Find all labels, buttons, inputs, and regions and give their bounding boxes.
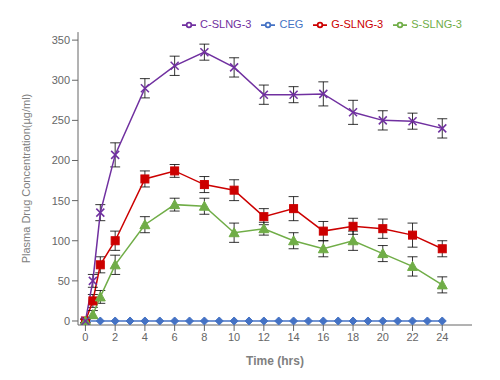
svg-text:10: 10 [228, 331, 240, 343]
svg-text:2: 2 [112, 331, 118, 343]
html-text:CEG: CEG [279, 18, 304, 30]
svg-text:12: 12 [258, 331, 270, 343]
svg-text:22: 22 [406, 331, 418, 343]
svg-text:6: 6 [172, 331, 178, 343]
svg-text:20: 20 [377, 331, 389, 343]
svg-text:100: 100 [52, 235, 70, 247]
svg-text:4: 4 [142, 331, 148, 343]
svg-text:Time (hrs): Time (hrs) [246, 354, 304, 368]
svg-text:24: 24 [436, 331, 448, 343]
html-text:S-SLNG-3: S-SLNG-3 [411, 18, 462, 30]
svg-text:250: 250 [52, 114, 70, 126]
svg-text:0: 0 [82, 331, 88, 343]
svg-text:8: 8 [201, 331, 207, 343]
svg-text:150: 150 [52, 195, 70, 207]
svg-text:0: 0 [64, 315, 70, 327]
html-text:G-SLNG-3: G-SLNG-3 [331, 18, 384, 30]
svg-text:200: 200 [52, 154, 70, 166]
svg-text:Plasma Drug Concentration(µg/m: Plasma Drug Concentration(µg/ml) [20, 94, 32, 264]
html-text:C-SLNG-3: C-SLNG-3 [200, 18, 252, 30]
svg-text:50: 50 [58, 275, 70, 287]
svg-text:18: 18 [347, 331, 359, 343]
svg-text:350: 350 [52, 34, 70, 46]
svg-text:16: 16 [317, 331, 329, 343]
svg-text:300: 300 [52, 74, 70, 86]
svg-text:14: 14 [287, 331, 299, 343]
